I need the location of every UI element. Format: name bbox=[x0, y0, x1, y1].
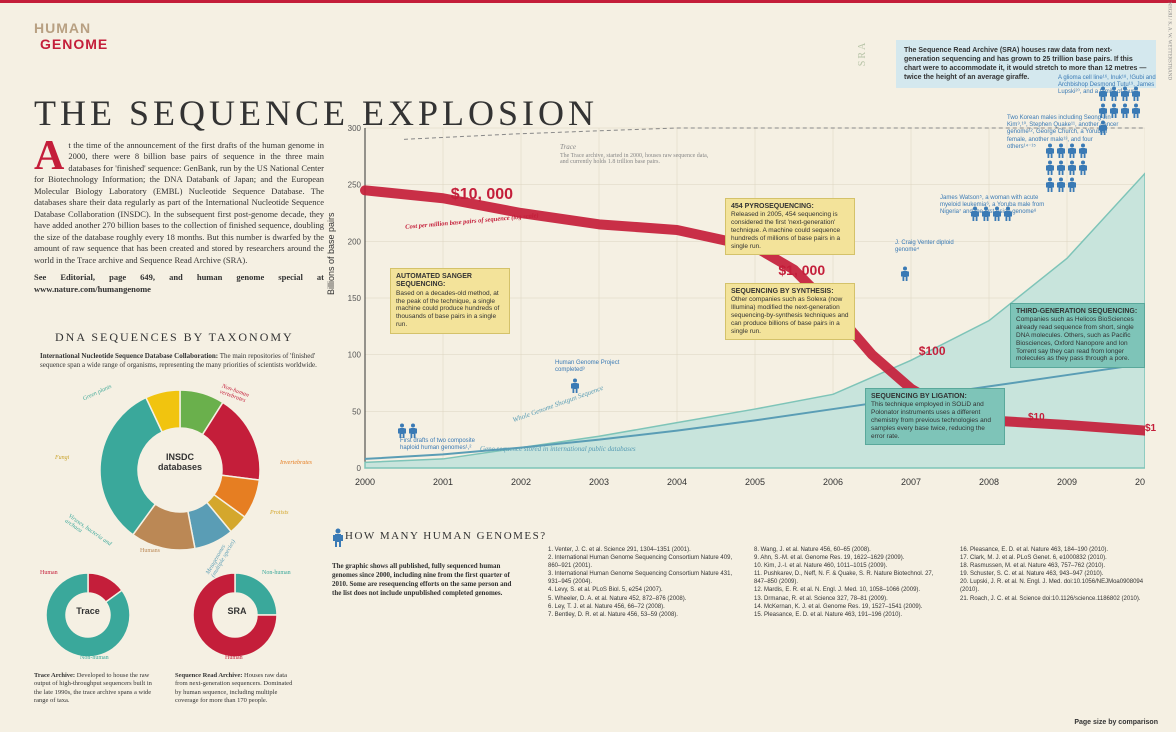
sra-desc: Sequence Read Archive: Houses raw data f… bbox=[175, 672, 295, 706]
svg-text:2001: 2001 bbox=[433, 477, 453, 487]
person-icon bbox=[397, 423, 407, 439]
svg-text:2003: 2003 bbox=[589, 477, 609, 487]
person-icon bbox=[570, 378, 580, 394]
person-icon bbox=[1056, 177, 1066, 193]
svg-text:2008: 2008 bbox=[979, 477, 999, 487]
price-label: $1 bbox=[1145, 423, 1156, 434]
svg-text:2006: 2006 bbox=[823, 477, 843, 487]
person-icon bbox=[1045, 177, 1055, 193]
price-label: $1, 000 bbox=[778, 262, 825, 278]
person-icon bbox=[332, 528, 344, 548]
svg-text:2009: 2009 bbox=[1057, 477, 1077, 487]
svg-text:2002: 2002 bbox=[511, 477, 531, 487]
svg-text:50: 50 bbox=[352, 407, 361, 416]
person-icon bbox=[408, 423, 418, 439]
svg-text:250: 250 bbox=[348, 181, 362, 190]
callout: SEQUENCING BY SYNTHESIS:Other companies … bbox=[725, 283, 855, 340]
svg-text:2007: 2007 bbox=[901, 477, 921, 487]
taxonomy-subtitle: International Nucleotide Sequence Databa… bbox=[40, 352, 320, 370]
price-label: $100 bbox=[919, 344, 946, 358]
svg-text:2000: 2000 bbox=[355, 477, 375, 487]
genomes-title: HOW MANY HUMAN GENOMES? bbox=[345, 530, 547, 542]
trace-desc: Trace Archive: Developed to house the ra… bbox=[34, 672, 154, 706]
person-icon bbox=[1045, 160, 1055, 176]
price-label: $10 bbox=[1028, 412, 1045, 423]
person-icon bbox=[1078, 160, 1088, 176]
person-icon bbox=[1131, 103, 1141, 119]
svg-text:100: 100 bbox=[348, 351, 362, 360]
price-label: $10, 000 bbox=[451, 186, 513, 204]
y-axis-title: Billions of base pairs bbox=[326, 212, 336, 295]
person-icon bbox=[1067, 160, 1077, 176]
source-credit: SOURCE: NCBI / EMBL / DDBJ / NHGRI / K. … bbox=[1167, 0, 1172, 80]
callout: SEQUENCING BY LIGATION:This technique em… bbox=[865, 388, 1005, 445]
logo: HUMANGENOME bbox=[34, 20, 108, 52]
person-icon bbox=[900, 266, 910, 282]
person-icon bbox=[1056, 160, 1066, 176]
svg-text:2004: 2004 bbox=[667, 477, 687, 487]
footer-note: Page size by comparison bbox=[1074, 719, 1158, 726]
callout: AUTOMATED SANGER SEQUENCING:Based on a d… bbox=[390, 268, 510, 334]
intro-text: At the time of the announcement of the f… bbox=[34, 140, 324, 295]
references: 1. Venter, J. C. et al. Science 291, 130… bbox=[548, 546, 1148, 619]
svg-text:0: 0 bbox=[357, 464, 362, 473]
callout: 454 PYROSEQUENCING:Released in 2005, 454… bbox=[725, 198, 855, 255]
callout: THIRD-GENERATION SEQUENCING:Companies su… bbox=[1010, 303, 1145, 368]
svg-text:200: 200 bbox=[348, 237, 362, 246]
svg-text:2010: 2010 bbox=[1135, 477, 1145, 487]
sra-vertical: SRA bbox=[857, 41, 868, 66]
taxonomy-title: DNA SEQUENCES BY TAXONOMY bbox=[55, 330, 294, 345]
genomes-subtitle: The graphic shows all published, fully s… bbox=[332, 562, 522, 598]
svg-text:150: 150 bbox=[348, 294, 362, 303]
svg-text:300: 300 bbox=[348, 124, 362, 133]
person-icon bbox=[1067, 177, 1077, 193]
insdc-label: INSDC databases bbox=[148, 452, 212, 472]
svg-text:2005: 2005 bbox=[745, 477, 765, 487]
